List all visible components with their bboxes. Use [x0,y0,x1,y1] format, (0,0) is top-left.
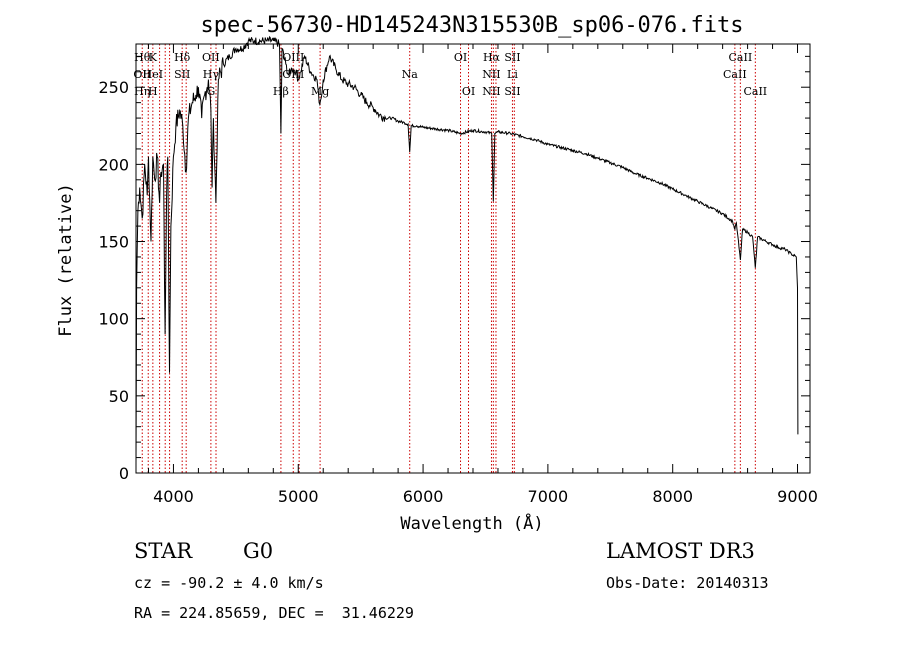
line-label: Hδ [174,51,191,64]
line-label: CaII [743,85,767,98]
y-tick-label: 100 [98,310,129,329]
line-label: OI [462,85,475,98]
line-label: OIII [282,68,304,81]
line-label: K [149,51,158,64]
chart-title: spec-56730-HD145243N315530B_sp06-076.fit… [200,13,743,38]
line-label: SII [504,85,520,98]
observation-date: Obs-Date: 20140313 [606,574,769,592]
ra-dec: RA = 224.85659, DEC = 31.46229 [134,604,414,622]
plot-frame [135,43,811,474]
line-label: HeI [143,68,163,81]
survey-name: LAMOST DR3 [606,539,755,563]
line-label: G [206,85,215,98]
y-axis-label: Flux (relative) [56,183,76,337]
x-tick-label: 6000 [403,487,444,506]
line-label: OII [202,51,220,64]
line-label: Hα [483,51,501,64]
x-tick-label: 4000 [153,487,194,506]
y-tick-label: 250 [98,78,129,97]
line-label: Hη [134,85,150,98]
y-tick-label: 50 [109,387,129,406]
line-label: OIII [282,51,304,64]
line-label: CaII [723,68,747,81]
x-tick-label: 8000 [652,487,693,506]
x-tick-label: 7000 [528,487,569,506]
x-tick-label: 5000 [278,487,319,506]
line-label: Na [402,68,419,81]
line-label: OII [133,68,151,81]
line-label: Hθ [134,51,151,64]
line-markers [141,44,756,473]
line-label: NII [482,68,500,81]
line-label: SII [504,51,520,64]
object-subclass: G0 [243,539,274,563]
y-tick-label: 0 [119,464,129,483]
redshift-cz: cz = -90.2 ± 4.0 km/s [134,574,324,592]
line-label: Hγ [203,68,220,81]
y-tick-label: 150 [98,233,129,252]
line-label: SII [174,68,190,81]
line-label: CaII [729,51,753,64]
object-class: STAR [134,539,193,563]
y-tick-label: 200 [98,155,129,174]
line-label: OI [454,51,467,64]
line-label: Hβ [273,85,289,98]
line-label: H [148,85,158,98]
line-label: NII [482,85,500,98]
x-axis-label: Wavelength (Å) [400,512,543,534]
axis-ticks: 4000 5000 6000 7000 8000 9000 0 50 100 150 200 250 [98,44,818,506]
line-label: Mg [311,85,329,98]
line-labels: Hθ OII Hη K HeI H Hδ SII OII Hγ G Hβ OIII OIII Mg Na OI O… [133,51,767,98]
spectrum-line [135,35,799,466]
x-tick-label: 9000 [777,487,818,506]
line-label: Li [507,68,518,81]
